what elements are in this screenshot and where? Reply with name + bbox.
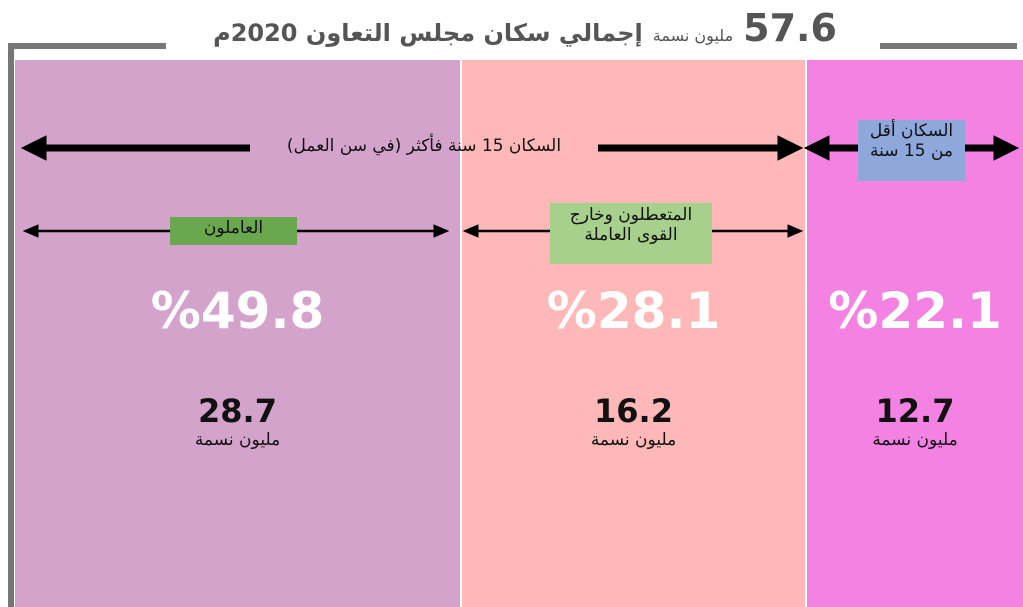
segment-label: القوى العاملة	[584, 225, 678, 245]
frame-line	[8, 43, 166, 607]
header: 57.6 مليون نسمة إجمالي سكان مجلس التعاون…	[170, 6, 880, 52]
segment-value: 28.7	[198, 392, 277, 430]
segment-unit: مليون نسمة	[194, 430, 281, 450]
segment-percent: %22.1	[828, 282, 1002, 340]
arrow-head	[787, 224, 804, 238]
segment-value: 12.7	[875, 392, 955, 430]
arrow-head	[462, 224, 479, 238]
header-total: 57.6	[743, 6, 837, 50]
group-label: السكان أقل	[869, 121, 954, 141]
arrow-head	[777, 135, 804, 161]
segment-label-box: المتعطلون وخارج القوى العاملة	[550, 203, 712, 264]
header-unit: مليون نسمة	[652, 26, 734, 45]
arrow-head	[803, 135, 830, 161]
group-label: السكان 15 سنة فأكثر (في سن العمل)	[286, 136, 562, 156]
segment-unit: مليون نسمة	[872, 430, 958, 450]
segment-value: 16.2	[594, 392, 673, 430]
header-title: إجمالي سكان مجلس التعاون 2020م	[213, 19, 643, 47]
segment-percent: %49.8	[150, 282, 325, 340]
group-label: من 15 سنة	[870, 141, 953, 161]
arrow-head	[993, 135, 1020, 161]
arrow-head	[433, 224, 450, 238]
segment-label-box: العاملون	[170, 217, 297, 245]
segment-label: العاملون	[203, 218, 264, 238]
segment-unit: مليون نسمة	[590, 430, 677, 450]
arrow-head	[20, 135, 47, 161]
group-label-box: السكان أقل من 15 سنة	[858, 120, 965, 181]
frame	[8, 43, 1017, 607]
segment-percent: %28.1	[546, 282, 721, 340]
segment-label: المتعطلون وخارج	[569, 205, 693, 225]
arrow-head	[22, 224, 39, 238]
